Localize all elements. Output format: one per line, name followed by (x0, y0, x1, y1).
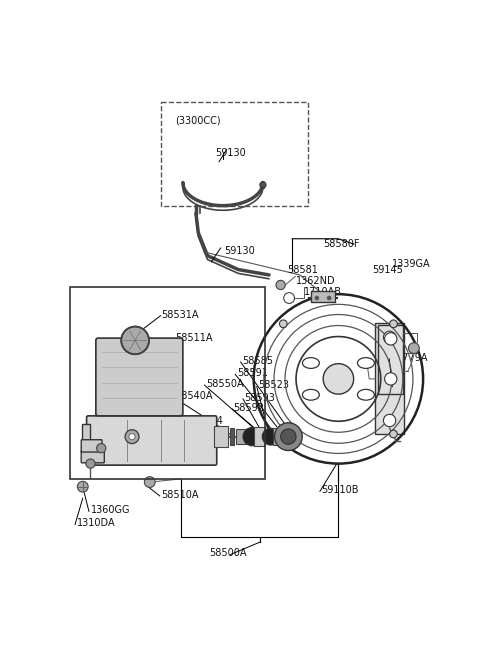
Text: 58593: 58593 (244, 393, 276, 403)
Circle shape (129, 434, 135, 440)
Circle shape (384, 415, 396, 426)
Text: 59145: 59145 (372, 265, 403, 275)
Text: 1710AB: 1710AB (304, 288, 342, 297)
Circle shape (144, 477, 155, 487)
Text: 59110B: 59110B (322, 485, 359, 495)
Text: 58523: 58523 (258, 381, 289, 390)
Circle shape (314, 296, 319, 301)
Text: (3300CC): (3300CC) (175, 115, 221, 126)
Circle shape (96, 443, 106, 453)
Text: 58511A: 58511A (175, 333, 213, 343)
Bar (375, 324, 404, 434)
Circle shape (86, 459, 95, 468)
Text: 58591: 58591 (237, 368, 268, 378)
Text: 58525A: 58525A (98, 403, 136, 413)
FancyBboxPatch shape (86, 416, 217, 465)
Circle shape (77, 481, 88, 492)
Text: 58581: 58581 (288, 265, 318, 275)
Text: 1360GG: 1360GG (90, 505, 130, 515)
Text: 59130: 59130 (225, 246, 255, 257)
Text: 58585: 58585 (242, 356, 273, 365)
Circle shape (408, 343, 419, 354)
Ellipse shape (358, 389, 374, 400)
Text: 58514A: 58514A (90, 424, 128, 434)
Text: 58510A: 58510A (161, 490, 199, 500)
Bar (236, 429, 247, 444)
Bar (273, 428, 284, 445)
Circle shape (125, 430, 139, 443)
Ellipse shape (302, 358, 319, 368)
Circle shape (327, 296, 332, 301)
FancyBboxPatch shape (96, 338, 183, 416)
Text: 58540A: 58540A (175, 391, 213, 402)
Circle shape (260, 182, 266, 188)
Circle shape (279, 430, 287, 438)
Text: 58594: 58594 (192, 416, 223, 426)
FancyBboxPatch shape (81, 451, 104, 463)
Circle shape (243, 428, 262, 446)
Circle shape (262, 428, 279, 445)
Text: 58580F: 58580F (323, 239, 360, 249)
Ellipse shape (302, 389, 319, 400)
Bar (82, 424, 90, 457)
Circle shape (279, 320, 287, 328)
Text: 58500A: 58500A (209, 548, 247, 558)
FancyBboxPatch shape (81, 440, 102, 452)
Bar (161, 102, 308, 206)
Text: 43779A: 43779A (391, 353, 428, 363)
Circle shape (323, 364, 354, 394)
Circle shape (390, 320, 397, 328)
Text: 58531A: 58531A (161, 310, 199, 320)
Bar (215, 426, 228, 447)
Text: 58550A: 58550A (206, 379, 243, 389)
Circle shape (276, 280, 285, 290)
Bar (254, 428, 265, 446)
Text: 58672: 58672 (114, 391, 144, 402)
Circle shape (390, 430, 397, 438)
Bar (311, 291, 336, 302)
Bar (230, 428, 234, 445)
Text: 58592: 58592 (234, 403, 264, 413)
Text: 1310DA: 1310DA (77, 518, 115, 529)
Circle shape (281, 429, 296, 444)
Ellipse shape (358, 358, 374, 368)
Text: 1339GA: 1339GA (392, 259, 431, 269)
Circle shape (384, 331, 396, 343)
Text: 59130: 59130 (215, 148, 246, 158)
Bar (378, 325, 403, 394)
Circle shape (384, 333, 397, 345)
Circle shape (275, 422, 302, 451)
Circle shape (384, 373, 397, 385)
Text: 1362ND: 1362ND (296, 276, 336, 286)
Circle shape (121, 327, 149, 354)
Bar (71, 286, 265, 479)
